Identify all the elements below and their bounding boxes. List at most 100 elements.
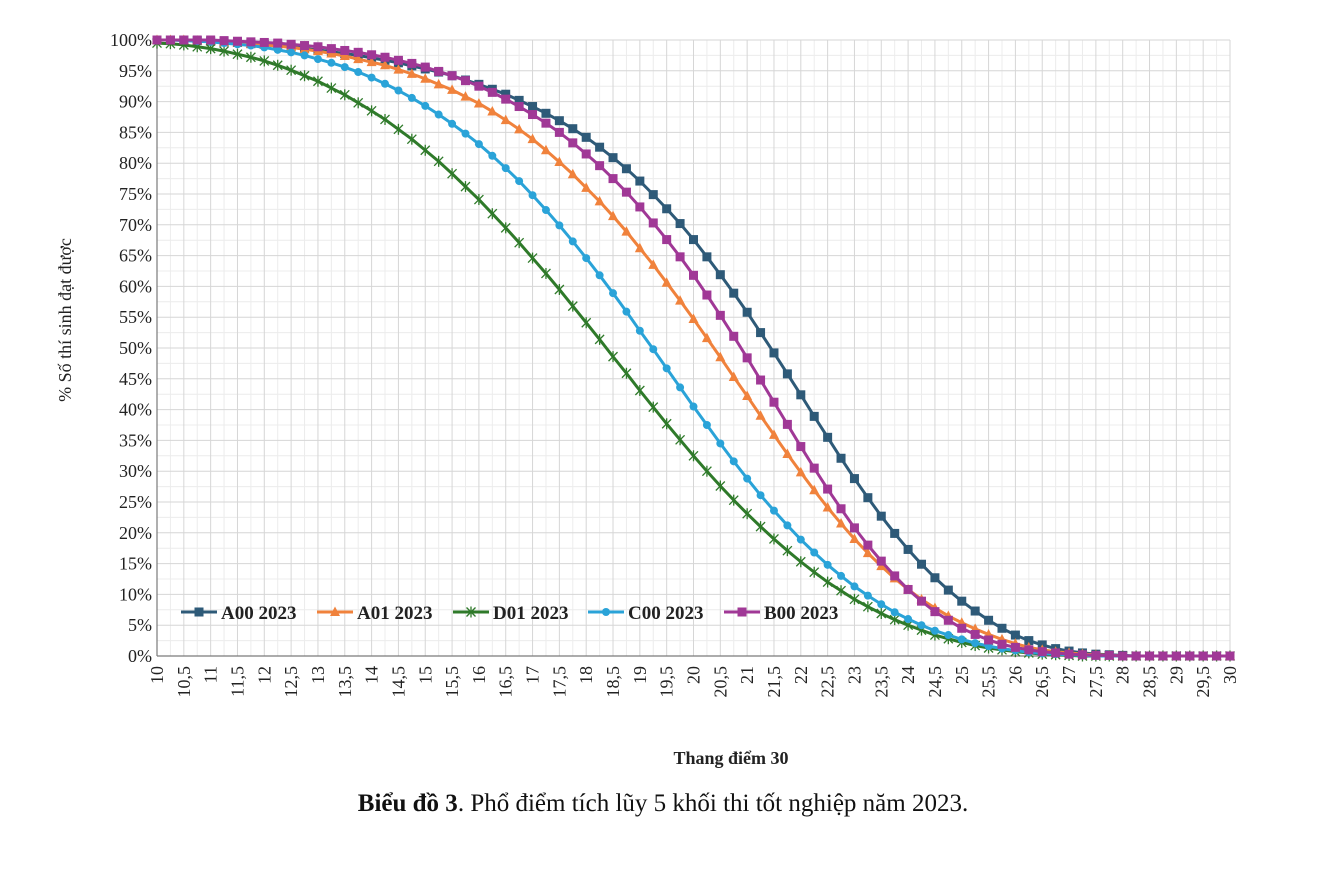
data-point-c00-2023 xyxy=(622,307,631,316)
data-point-d01-2023 xyxy=(353,97,364,109)
y-tick-label: 15% xyxy=(119,554,152,574)
x-tick-label: 28,5 xyxy=(1140,666,1160,698)
legend-marker xyxy=(330,606,340,616)
data-point-c00-2023 xyxy=(541,206,550,215)
data-point-a01-2023 xyxy=(420,73,431,83)
data-point-a00-2023 xyxy=(702,252,712,262)
data-point-c00-2023 xyxy=(582,254,591,263)
data-point-a01-2023 xyxy=(621,226,632,236)
data-point-b00-2023 xyxy=(742,353,752,363)
data-point-d01-2023 xyxy=(728,494,739,506)
data-point-d01-2023 xyxy=(406,133,417,145)
data-point-b00-2023 xyxy=(1064,649,1074,659)
data-point-b00-2023 xyxy=(487,87,497,97)
x-tick-labels: 10 10,5 11 11,5 12 12,5 13 13,5 14 14,5 15 15,5 16 16… xyxy=(147,666,1240,698)
data-point-a01-2023 xyxy=(634,242,645,253)
data-point-d01-2023 xyxy=(473,194,484,206)
data-point-d01-2023 xyxy=(541,267,551,279)
data-point-b00-2023 xyxy=(420,62,430,72)
data-point-c00-2023 xyxy=(716,439,725,448)
data-point-b00-2023 xyxy=(930,607,940,617)
data-point-a00-2023 xyxy=(568,124,578,134)
data-point-b00-2023 xyxy=(460,76,470,86)
x-tick-label: 29 xyxy=(1166,666,1186,684)
legend-item-a01-2023: A01 2023 xyxy=(317,603,432,624)
data-point-c00-2023 xyxy=(810,548,819,557)
legend-label: D01 2023 xyxy=(493,603,568,624)
data-point-c00-2023 xyxy=(367,73,376,82)
data-point-d01-2023 xyxy=(232,48,243,60)
data-point-b00-2023 xyxy=(957,623,967,633)
y-tick-label: 40% xyxy=(119,400,152,420)
x-tick-label: 22 xyxy=(791,666,811,684)
data-point-a01-2023 xyxy=(366,56,377,67)
data-point-c00-2023 xyxy=(421,101,430,110)
data-point-b00-2023 xyxy=(1158,651,1168,661)
legend-label: B00 2023 xyxy=(764,603,838,624)
legend-marker xyxy=(466,606,476,618)
data-point-a00-2023 xyxy=(984,615,994,625)
data-point-b00-2023 xyxy=(554,127,564,137)
data-point-d01-2023 xyxy=(366,105,377,117)
data-point-d01-2023 xyxy=(326,82,337,94)
data-point-d01-2023 xyxy=(608,351,618,363)
data-point-a01-2023 xyxy=(540,144,551,155)
data-point-c00-2023 xyxy=(917,621,926,630)
x-tick-label: 30 xyxy=(1220,666,1240,684)
data-point-b00-2023 xyxy=(393,55,403,65)
data-point-a00-2023 xyxy=(635,176,645,186)
data-point-a01-2023 xyxy=(809,484,820,495)
x-tick-label: 18 xyxy=(576,666,596,684)
data-point-c00-2023 xyxy=(407,93,416,102)
data-point-b00-2023 xyxy=(729,331,739,341)
data-point-b00-2023 xyxy=(836,504,846,514)
data-point-b00-2023 xyxy=(756,375,766,385)
data-point-d01-2023 xyxy=(567,300,578,312)
data-point-c00-2023 xyxy=(568,237,577,246)
y-tick-label: 35% xyxy=(119,430,152,450)
y-tick-label: 20% xyxy=(119,523,152,543)
data-point-d01-2023 xyxy=(822,576,833,588)
figure-caption: Biểu đồ 3. Phổ điểm tích lũy 5 khối thi … xyxy=(0,790,1326,818)
data-point-b00-2023 xyxy=(823,484,833,494)
data-point-d01-2023 xyxy=(795,556,806,568)
x-tick-label: 27 xyxy=(1059,666,1079,684)
data-point-b00-2023 xyxy=(1185,651,1195,661)
y-tick-label: 90% xyxy=(119,92,152,112)
data-point-a01-2023 xyxy=(795,466,806,477)
data-point-a00-2023 xyxy=(689,235,698,245)
data-point-a00-2023 xyxy=(890,528,900,538)
x-tick-label: 17,5 xyxy=(549,666,569,698)
legend: A00 2023 A01 2023 D01 2023 C00 2023 B00 2023 xyxy=(181,603,838,624)
y-tick-label: 50% xyxy=(119,338,152,358)
y-tick-label: 10% xyxy=(119,584,152,604)
data-point-b00-2023 xyxy=(1104,650,1114,660)
data-point-d01-2023 xyxy=(782,545,793,557)
data-point-d01-2023 xyxy=(339,89,350,101)
data-point-a00-2023 xyxy=(930,573,940,583)
x-tick-label: 25 xyxy=(952,666,972,684)
data-point-d01-2023 xyxy=(594,333,605,345)
data-point-a01-2023 xyxy=(742,390,753,401)
data-point-b00-2023 xyxy=(635,202,645,212)
data-point-a00-2023 xyxy=(541,108,551,118)
y-tick-label: 85% xyxy=(119,122,152,142)
data-point-a01-2023 xyxy=(782,448,793,458)
data-point-a00-2023 xyxy=(1024,636,1034,646)
x-tick-label: 23 xyxy=(844,666,864,684)
data-point-c00-2023 xyxy=(743,474,752,483)
x-tick-label: 25,5 xyxy=(979,666,999,698)
x-tick-label: 12,5 xyxy=(281,666,301,698)
data-point-c00-2023 xyxy=(474,140,483,149)
data-point-a01-2023 xyxy=(514,123,525,134)
data-point-d01-2023 xyxy=(380,113,390,125)
data-point-d01-2023 xyxy=(715,480,726,492)
series-b00-2023 xyxy=(152,35,1235,661)
data-point-d01-2023 xyxy=(245,51,256,63)
x-tick-label: 20,5 xyxy=(710,666,730,698)
data-point-a01-2023 xyxy=(406,68,417,78)
y-tick-labels: 0% 5% 10% 15% 20% 25% 30% 35% 40% 45% 50% 55% 60% 65%… xyxy=(110,30,152,666)
data-point-b00-2023 xyxy=(648,218,658,228)
data-point-a00-2023 xyxy=(796,390,806,400)
data-point-a01-2023 xyxy=(822,502,833,512)
